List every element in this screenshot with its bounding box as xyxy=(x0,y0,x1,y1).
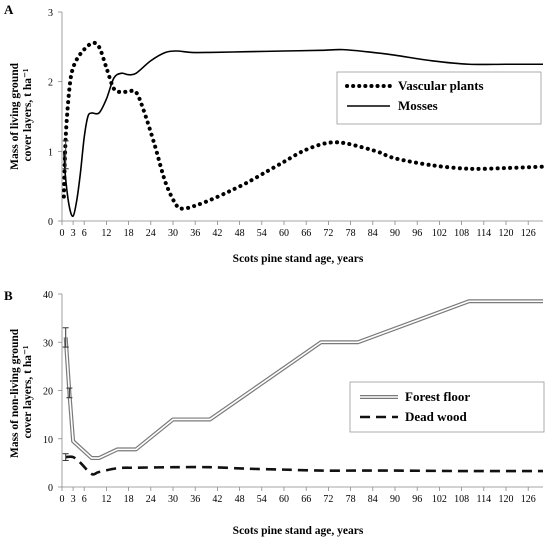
panel-b-xtick-label: 108 xyxy=(454,494,469,505)
panel-b-ytick-label: 20 xyxy=(43,387,53,398)
panel-a-xtick-label: 84 xyxy=(368,228,378,239)
panel-b-ytick-label: 0 xyxy=(48,483,53,494)
series-line-forest-floor-outer xyxy=(63,299,543,461)
panel-b-xtick-label: 0 xyxy=(60,494,65,505)
panel-b-ytick-label: 30 xyxy=(43,338,53,349)
panel-b-xtick-label: 12 xyxy=(101,494,111,505)
panel-a-xtick-label: 78 xyxy=(346,228,356,239)
panel-b-xtick-label: 60 xyxy=(279,494,289,505)
panel-a-ytick-label: 3 xyxy=(48,8,53,19)
panel-a-xtick-label: 90 xyxy=(390,228,400,239)
panel-b-xtick-label: 24 xyxy=(146,494,156,505)
panel-a-xtick-label: 60 xyxy=(279,228,289,239)
panel-b-ylabel-line-2: cover layers, t ha⁻¹ xyxy=(22,346,34,439)
panel-b-label: B xyxy=(4,288,13,303)
panel-b-xtick-label: 42 xyxy=(212,494,222,505)
panel-a-xtick-label: 54 xyxy=(257,228,267,239)
panel-a-ylabel-line-1: Mass of living ground xyxy=(9,62,21,169)
panel-a-ylabel-line-2: cover layers, t ha⁻¹ xyxy=(22,69,34,162)
panel-b-xlabel: Scots pine stand age, years xyxy=(233,525,364,537)
panel-a: A Mass of living ground cover layers, t … xyxy=(4,2,545,265)
panel-b-legend-box xyxy=(349,381,545,433)
panel-a-xtick-label: 42 xyxy=(212,228,222,239)
panel-a-xtick-label: 30 xyxy=(168,228,178,239)
panel-b-xtick-label: 6 xyxy=(82,494,87,505)
panel-b-xtick-label: 120 xyxy=(499,494,514,505)
panel-a-legend-box xyxy=(336,71,542,125)
panel-a-xtick-label: 108 xyxy=(454,228,469,239)
panel-a-xtick-label: 48 xyxy=(235,228,245,239)
panel-a-xtick-label: 12 xyxy=(101,228,111,239)
panel-a-xtick-label: 126 xyxy=(521,228,536,239)
legend-label-mosses: Mosses xyxy=(398,98,438,113)
panel-a-xtick-label: 0 xyxy=(60,228,65,239)
panel-b-xtick-label: 102 xyxy=(432,494,447,505)
panel-a-label: A xyxy=(4,2,14,17)
panel-b-xtick-label: 3 xyxy=(71,494,76,505)
panel-a-xtick-label: 66 xyxy=(301,228,311,239)
panel-a-xtick-label: 6 xyxy=(82,228,87,239)
panel-b-xtick-label: 78 xyxy=(346,494,356,505)
panel-b-ytick-label: 10 xyxy=(43,435,53,446)
series-line-mosses xyxy=(63,48,543,218)
panel-b-xtick-label: 18 xyxy=(124,494,134,505)
panel-a-xtick-label: 120 xyxy=(499,228,514,239)
panel-b-ylabel-line-1: Mass of non-living ground xyxy=(9,328,21,458)
panel-b-xtick-label: 66 xyxy=(301,494,311,505)
series-line-forest-floor-inner xyxy=(64,300,543,459)
panel-b-ylabel: Mass of non-living ground cover layers, … xyxy=(9,326,34,458)
legend-label-vascular-plants: Vascular plants xyxy=(398,78,484,93)
panel-b-xtick-label: 90 xyxy=(390,494,400,505)
panel-b-xtick-label: 54 xyxy=(257,494,267,505)
panel-b-error-bar xyxy=(62,327,69,348)
panel-a-legend: Vascular plants Mosses xyxy=(336,71,542,125)
panel-a-ytick-label: 2 xyxy=(48,78,53,89)
panel-b-xtick-label: 84 xyxy=(368,494,378,505)
legend-label-forest-floor: Forest floor xyxy=(405,389,470,404)
panel-b-xtick-label: 30 xyxy=(168,494,178,505)
panel-b-error-bar xyxy=(66,387,73,399)
panel-b-xtick-label: 96 xyxy=(412,494,422,505)
panel-a-xtick-label: 36 xyxy=(190,228,200,239)
panel-b-series xyxy=(62,299,544,476)
panel-a-series xyxy=(61,40,545,218)
series-line-vascular-plants xyxy=(61,40,545,211)
panel-a-xtick-label: 102 xyxy=(432,228,447,239)
series-line-dead-wood xyxy=(65,455,544,476)
panel-a-ytick-label: 0 xyxy=(48,217,53,228)
panel-b-error-bar xyxy=(62,453,69,461)
legend-label-dead-wood: Dead wood xyxy=(405,409,468,424)
panel-a-ylabel: Mass of living ground cover layers, t ha… xyxy=(9,60,34,170)
panel-b-ytick-label: 40 xyxy=(43,290,53,301)
panel-a-xtick-label: 18 xyxy=(124,228,134,239)
panel-b-xtick-label: 114 xyxy=(476,494,491,505)
panel-b-xtick-label: 126 xyxy=(521,494,536,505)
panel-b-xtick-label: 72 xyxy=(323,494,333,505)
panel-a-xtick-label: 24 xyxy=(146,228,156,239)
panel-a-xtick-label: 72 xyxy=(323,228,333,239)
panel-a-xtick-label: 3 xyxy=(71,228,76,239)
panel-a-xtick-label: 96 xyxy=(412,228,422,239)
panel-b-xtick-label: 48 xyxy=(235,494,245,505)
panel-b: B Mass of non-living ground cover layers… xyxy=(4,288,545,537)
panel-a-xlabel: Scots pine stand age, years xyxy=(233,253,364,265)
panel-a-xtick-label: 114 xyxy=(476,228,491,239)
panel-a-ytick-label: 1 xyxy=(48,147,53,158)
panel-a-error-bar xyxy=(62,140,69,170)
panel-b-legend: Forest floor Dead wood xyxy=(349,381,545,433)
panel-b-xtick-label: 36 xyxy=(190,494,200,505)
